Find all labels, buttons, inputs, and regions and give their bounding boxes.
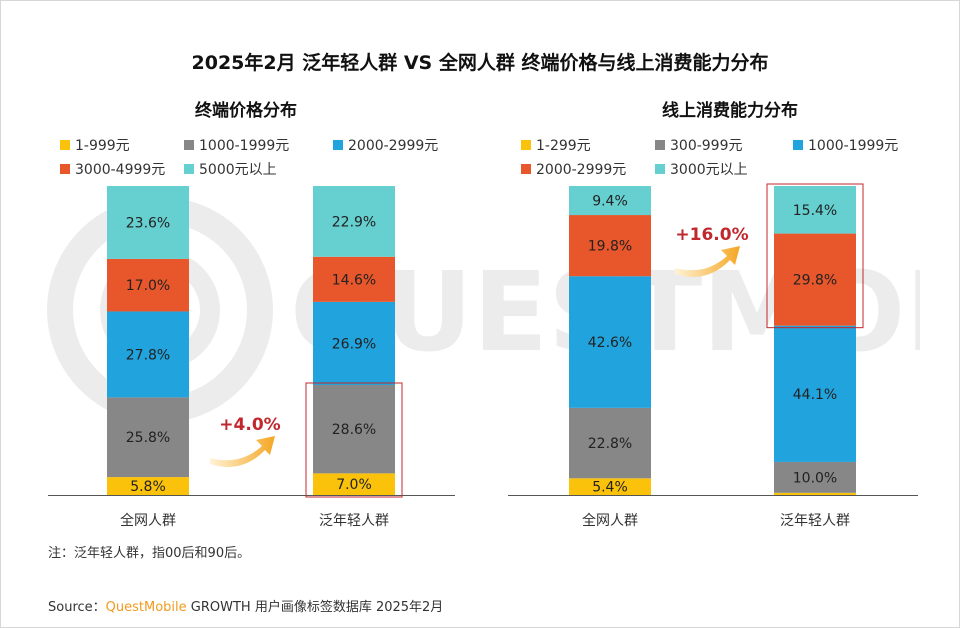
data-label: 22.8% (588, 436, 632, 452)
trend-arrow (210, 436, 275, 467)
legend-label: 1000-1999元 (199, 138, 290, 154)
legend-item: 5000元以上 (184, 159, 277, 179)
data-label: 42.6% (588, 335, 632, 351)
category-label: 全网人群 (120, 512, 176, 529)
data-label: 25.8% (126, 430, 170, 446)
data-label: 9.4% (592, 194, 628, 210)
bar-segment (774, 186, 856, 234)
bar-segment (569, 276, 651, 408)
legend-item: 3000元以上 (655, 159, 748, 179)
legend-label: 2000-2999元 (536, 162, 627, 178)
legend-label: 3000元以上 (670, 162, 748, 178)
panel-title-right: 线上消费能力分布 (662, 101, 798, 121)
data-label: 5.8% (130, 479, 166, 495)
data-label: 23.6% (126, 215, 170, 231)
data-label: 7.0% (336, 477, 372, 493)
bar-segment (107, 186, 189, 259)
source-text: GROWTH 用户画像标签数据库 2025年2月 (186, 600, 444, 615)
data-label: 29.8% (793, 273, 837, 289)
bar-segment (313, 186, 395, 257)
trend-arrow (675, 246, 740, 277)
legend-swatch (521, 140, 531, 150)
source-brand: QuestMobile (105, 600, 187, 615)
bar-segment (313, 256, 395, 302)
main-title: 2025年2月 泛年轻人群 VS 全网人群 终端价格与线上消费能力分布 (191, 52, 769, 74)
highlight-box (305, 382, 403, 498)
category-label: 泛年轻人群 (319, 513, 389, 529)
data-label: 15.4% (793, 203, 837, 219)
category-label: 泛年轻人群 (780, 513, 850, 529)
legend-swatch (655, 164, 665, 174)
legend-label: 5000元以上 (199, 162, 277, 178)
data-label: 22.9% (332, 214, 376, 230)
data-label: 10.0% (793, 470, 837, 486)
legend-swatch (60, 164, 70, 174)
bar-segment (569, 478, 651, 495)
source-prefix: Source： (48, 600, 106, 615)
data-label: 28.6% (332, 422, 376, 438)
bar-segment (107, 397, 189, 478)
legend-swatch (793, 140, 803, 150)
annotation-label: +4.0% (219, 415, 280, 435)
bar-segment (313, 473, 395, 495)
legend-label: 1-999元 (75, 138, 130, 154)
bar-segment (569, 407, 651, 479)
legend-swatch (184, 140, 194, 150)
data-label: 17.0% (126, 278, 170, 294)
legend-item: 2000-2999元 (521, 159, 626, 179)
bar-segment (774, 325, 856, 462)
legend-item: 1-999元 (60, 135, 130, 155)
legend-label: 2000-2999元 (348, 138, 439, 154)
bar-segment (107, 311, 189, 398)
bar-segment (569, 186, 651, 216)
data-label: 19.8% (588, 239, 632, 255)
bar-segment (313, 384, 395, 474)
annotation-label: +16.0% (675, 225, 748, 245)
data-label: 44.1% (793, 387, 837, 403)
source-line: Source：QuestMobile GROWTH 用户画像标签数据库 2025… (48, 596, 443, 615)
data-label: 14.6% (332, 272, 376, 288)
data-label: 26.9% (332, 336, 376, 352)
bar-segment (774, 233, 856, 326)
legend-item: 1000-1999元 (184, 135, 289, 155)
legend-label: 1000-1999元 (808, 138, 899, 154)
bar-segment (107, 477, 189, 495)
footnote: 注：泛年轻人群，指00后和90后。 (48, 546, 251, 561)
legend-swatch (655, 140, 665, 150)
legend-item: 1-299元 (521, 135, 591, 155)
legend-swatch (184, 164, 194, 174)
legend-label: 3000-4999元 (75, 162, 166, 178)
legend-label: 1-299元 (536, 138, 591, 154)
legend-item: 300-999元 (655, 135, 743, 155)
bar-segment (774, 461, 856, 493)
category-label: 全网人群 (582, 512, 638, 529)
legend-swatch (60, 140, 70, 150)
data-label: 27.8% (126, 347, 170, 363)
legend-swatch (333, 140, 343, 150)
bar-segment (774, 492, 856, 495)
data-label: 5.4% (592, 480, 628, 496)
legend-item: 1000-1999元 (793, 135, 898, 155)
legend-item: 3000-4999元 (60, 159, 165, 179)
panel-title-left: 终端价格分布 (195, 101, 297, 121)
legend-label: 300-999元 (670, 138, 743, 154)
legend-swatch (521, 164, 531, 174)
bar-segment (569, 215, 651, 277)
bar-segment (313, 301, 395, 385)
bar-segment (107, 258, 189, 312)
legend-item: 2000-2999元 (333, 135, 438, 155)
highlight-box (766, 183, 864, 329)
